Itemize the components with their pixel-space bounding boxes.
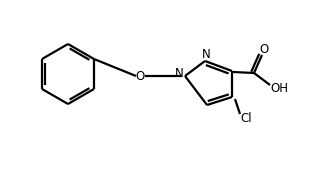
Text: O: O [260, 42, 269, 55]
Text: N: N [202, 47, 210, 61]
Text: O: O [135, 69, 145, 83]
Text: OH: OH [270, 81, 288, 95]
Text: Cl: Cl [240, 112, 252, 125]
Text: N: N [175, 67, 183, 79]
